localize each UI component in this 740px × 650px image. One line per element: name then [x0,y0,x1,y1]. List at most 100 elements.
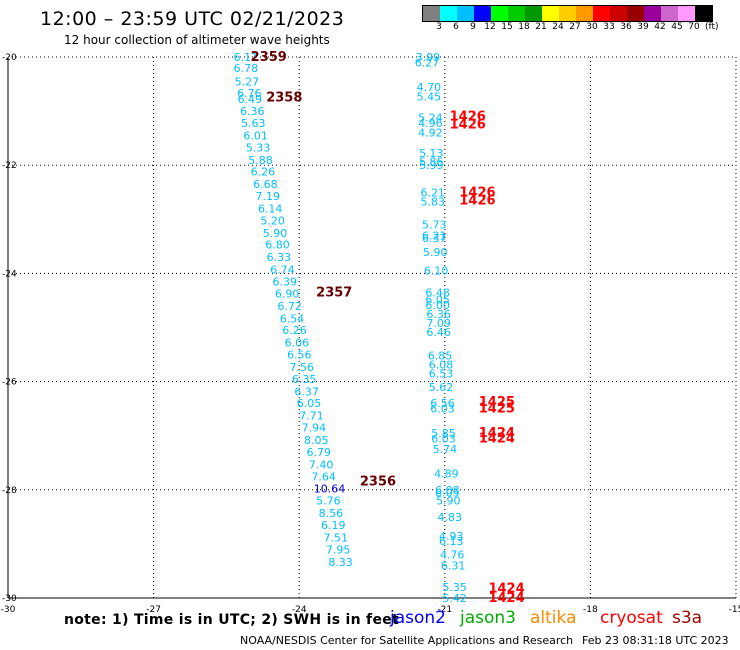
pass-time-label: 1426 [450,110,486,125]
swh-point-label: 6.53 [429,367,454,380]
swh-point-label: 5.24 [418,112,443,125]
pass-time-label: 1425 [479,402,515,417]
swh-point-label: 6.08 [435,484,460,497]
swh-point-label: 6.36 [426,308,451,321]
chart-subtitle: 12 hour collection of altimeter wave hei… [64,33,330,47]
swh-point-label: 6.48 [425,286,450,299]
swh-point-label: 6.19 [321,519,346,532]
swh-point-label: 6.49 [238,93,263,106]
swh-point-label: 6.05 [297,397,322,410]
pass-time-label: 1424 [479,426,515,441]
swh-point-label: 6.05 [425,293,450,306]
swh-point-label: 6.33 [267,251,292,264]
swh-point-label: 6.21 [422,230,447,243]
legend-tick-label: 12 [484,22,496,32]
x-tick-label: -15 [729,605,740,615]
y-tick-label: -22 [2,161,17,171]
swh-point-label: 6.39 [273,276,298,289]
y-tick-label: -30 [2,594,17,604]
legend-swatch [695,6,712,21]
x-tick-label: -27 [146,605,161,615]
swh-point-label: 5.27 [235,75,260,88]
swh-point-label: 6.00 [425,299,450,312]
pass-time-label: 1425 [479,395,515,410]
swh-point-label: 6.72 [277,300,302,313]
pass-time-label: 1426 [459,185,495,200]
swh-point-label: 6.27 [415,56,440,69]
swh-point-label: 6.14 [258,202,283,215]
y-tick-label: -28 [2,486,17,496]
x-tick-label: -30 [1,605,16,615]
swh-point-label: 6.05 [435,487,460,500]
legend-swatch [678,6,695,21]
pass-time-label: 2358 [266,91,302,106]
swh-point-label: 5.90 [436,495,461,508]
swh-point-label: 4.92 [418,127,443,140]
satellite-label-jason3: jason3 [460,608,516,628]
swh-point-label: 4.76 [440,549,465,562]
legend-tick-label: 24 [552,22,564,32]
swh-point-label: 7.94 [302,422,327,435]
swh-point-label: 5.99 [419,159,444,172]
x-tick-label: -21 [437,605,452,615]
swh-point-label: 4.93 [439,530,464,543]
swh-point-label: 6.80 [265,239,290,252]
swh-point-label: 5.76 [316,495,341,508]
x-tick-label: -18 [583,605,598,615]
legend-swatch [627,6,644,21]
legend-swatch [457,6,474,21]
swh-point-label: 5.35 [442,581,467,594]
swh-point-label: 5.20 [260,214,285,227]
swh-point-label: 5.74 [433,443,458,456]
y-tick-label: -26 [2,378,17,388]
swh-point-label: 6.35 [292,373,317,386]
color-legend [422,5,713,22]
pass-time-label: 1424 [488,581,524,596]
swh-point-label: 6.54 [280,312,305,325]
swh-point-label: 5.45 [417,90,442,103]
legend-swatch [610,6,627,21]
swh-point-label: 6.36 [240,105,264,118]
swh-point-label: 7.95 [326,543,351,556]
legend-tick-label: 70 [688,22,700,32]
swh-point-label: 6.46 [426,326,451,339]
satellite-label-cryosat: cryosat [600,608,663,628]
swh-point-label: 5.33 [246,141,271,154]
pass-time-label: 1426 [459,193,495,208]
legend-swatch [542,6,559,21]
y-tick-label: -20 [2,53,17,63]
legend-tick-label: 42 [654,22,666,32]
swh-point-label: 6.21 [421,186,446,199]
swh-point-label: 5.73 [422,219,447,232]
swh-point-label: 6.31 [441,560,466,573]
x-tick-label: -24 [292,605,307,615]
swh-point-label: 6.37 [294,385,319,398]
legend-unit: (ft) [705,22,719,32]
credit-line: NOAA/NESDIS Center for Satellite Applica… [240,634,574,647]
pass-time-label: 2357 [316,285,352,300]
legend-tick-label: 18 [518,22,530,32]
legend-tick-label: 39 [637,22,649,32]
pass-time-label: 1426 [450,118,486,133]
swh-point-label: 6.56 [430,397,455,410]
swh-point-label: 4.89 [434,468,459,481]
swh-point-label: 7.09 [426,317,451,330]
legend-tick-label: 9 [470,22,476,32]
y-tick-label: -24 [2,269,17,279]
swh-point-label: 5.42 [442,592,467,605]
legend-swatch [661,6,678,21]
swh-point-label: 7.51 [323,531,348,544]
legend-swatch [593,6,610,21]
chart-title: 12:00 – 23:59 UTC 02/21/2023 [40,8,345,30]
legend-swatch [491,6,508,21]
swh-point-label: 8.33 [328,556,353,569]
legend-swatch [525,6,542,21]
swh-point-label: 4.70 [417,81,442,94]
pass-time-label: 1424 [488,591,524,606]
satellite-label-altika: altika [530,608,577,628]
swh-point-label: 3.99 [416,51,441,64]
swh-point-label: 7.19 [256,190,281,203]
legend-tick-label: 36 [620,22,632,32]
swh-point-label: 5.88 [248,154,272,167]
